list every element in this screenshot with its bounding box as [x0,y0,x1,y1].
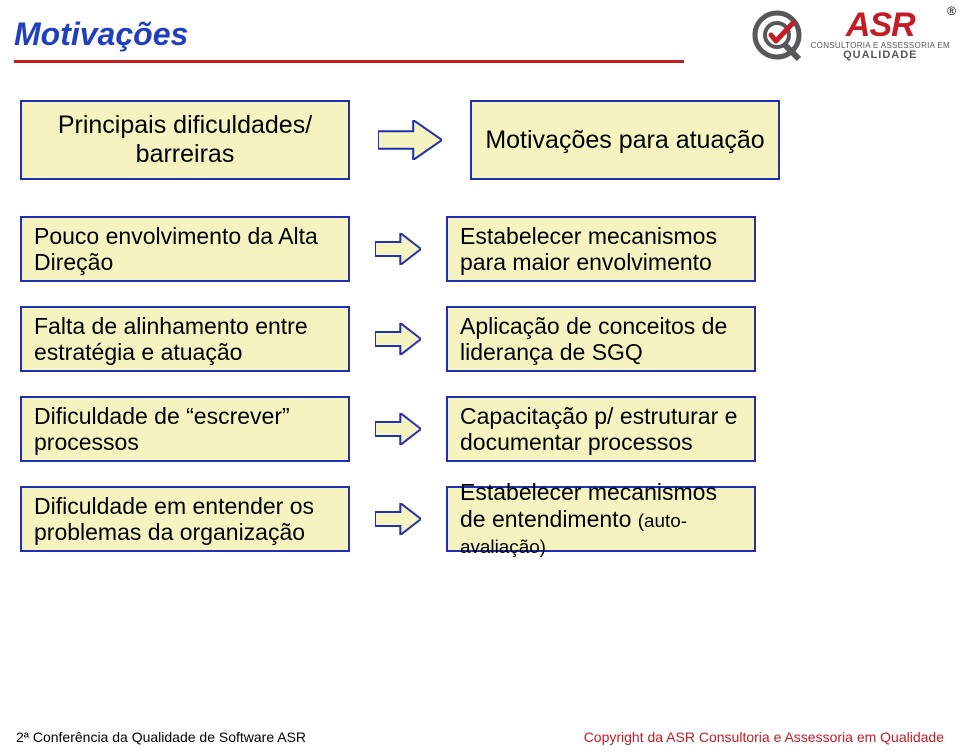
left-box: Dificuldade de “escrever” processos [20,396,350,462]
footer: 2ª Conferência da Qualidade de Software … [16,729,944,745]
left-box: Dificuldade em entender os problemas da … [20,486,350,552]
arrow-icon [368,233,428,265]
mapping-row: Pouco envolvimento da Alta Direção Estab… [20,216,940,282]
content: Principais dificuldades/ barreiras Motiv… [20,100,940,576]
page-title: Motivações [14,16,188,53]
right-box: Aplicação de conceitos de liderança de S… [446,306,756,372]
arrow-icon [368,120,452,160]
right-header-box: Motivações para atuação [470,100,780,180]
asr-logo-text: ASR [811,8,950,42]
mapping-row: Dificuldade em entender os problemas da … [20,486,940,552]
slide: Motivações ® ASR CONSULTORIA E ASSESSORI… [0,0,960,755]
mapping-row: Falta de alinhamento entre estratégia e … [20,306,940,372]
right-box: Estabelecer mecanismos de entendimento (… [446,486,756,552]
header-row: Principais dificuldades/ barreiras Motiv… [20,100,940,180]
right-box: Estabelecer mecanismos para maior envolv… [446,216,756,282]
arrow-icon [368,413,428,445]
left-header-box: Principais dificuldades/ barreiras [20,100,350,180]
right-box: Capacitação p/ estruturar e documentar p… [446,396,756,462]
asr-logo-sub2: QUALIDADE [811,50,950,61]
logo-area: ASR CONSULTORIA E ASSESSORIA EM QUALIDAD… [751,8,950,61]
arrow-icon [368,503,428,535]
mapping-row: Dificuldade de “escrever” processos Capa… [20,396,940,462]
header: Motivações ® ASR CONSULTORIA E ASSESSORI… [0,0,960,86]
title-underline [14,60,684,63]
footer-right: Copyright da ASR Consultoria e Assessori… [584,729,944,745]
footer-left: 2ª Conferência da Qualidade de Software … [16,729,306,745]
left-box: Pouco envolvimento da Alta Direção [20,216,350,282]
arrow-icon [368,323,428,355]
left-box: Falta de alinhamento entre estratégia e … [20,306,350,372]
quality-q-logo [751,9,803,61]
asr-logo: ASR CONSULTORIA E ASSESSORIA EM QUALIDAD… [811,8,950,61]
